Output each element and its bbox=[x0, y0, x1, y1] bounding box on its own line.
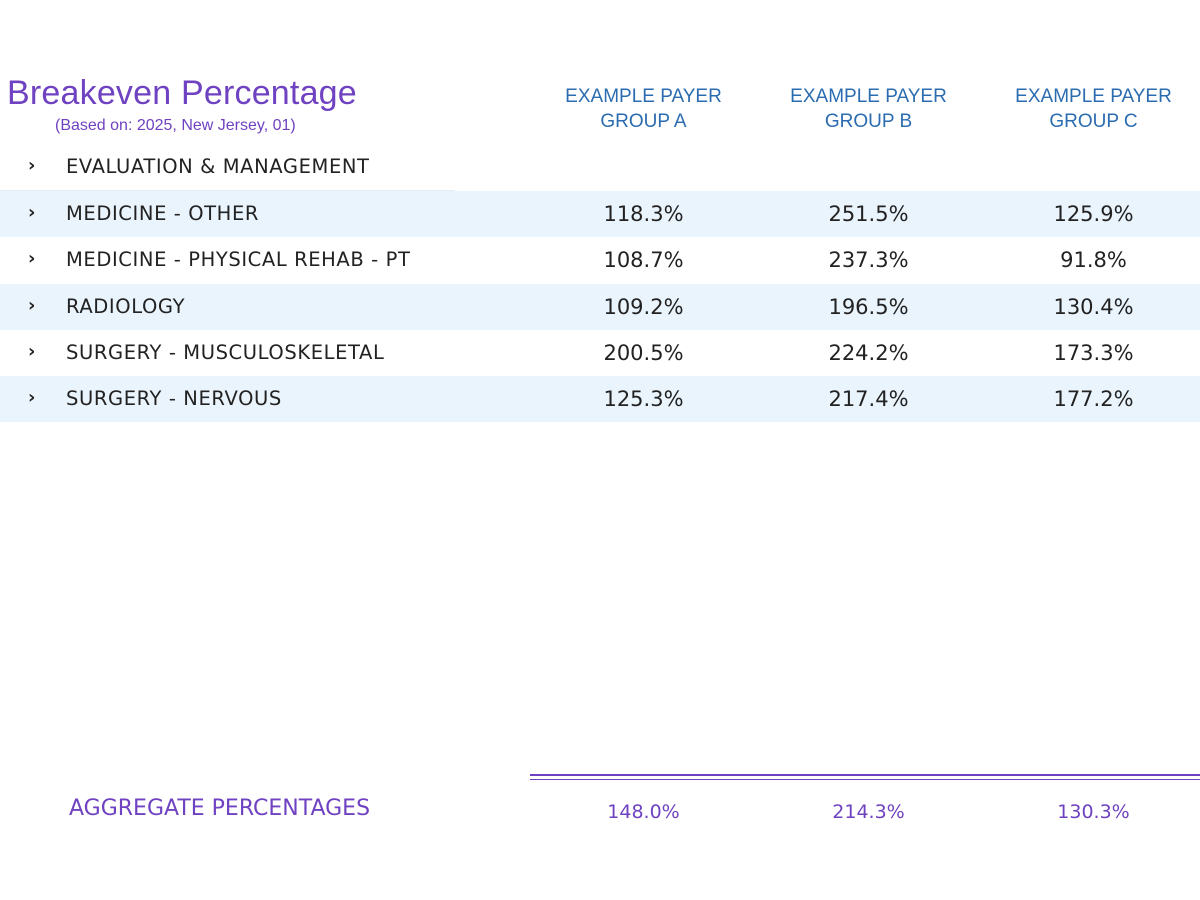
table-cell: 196.5% bbox=[828, 295, 909, 319]
table-cell: 108.7% bbox=[603, 248, 684, 272]
table-cell: 217.4% bbox=[828, 387, 909, 411]
aggregate-value: 214.3% bbox=[832, 801, 905, 823]
column-header-line: GROUP A bbox=[600, 111, 687, 132]
column-header-line: GROUP C bbox=[1049, 111, 1138, 132]
row-label: RADIOLOGY bbox=[66, 295, 186, 318]
table-cell: 173.3% bbox=[1053, 341, 1134, 365]
table-row[interactable]: › MEDICINE - OTHER 118.3% 251.5% 125.9% bbox=[0, 191, 1200, 237]
row-label: MEDICINE - OTHER bbox=[66, 202, 260, 225]
aggregate-divider bbox=[530, 774, 1200, 776]
table-row[interactable]: › RADIOLOGY 109.2% 196.5% 130.4% bbox=[0, 284, 1200, 330]
page-title: Breakeven Percentage bbox=[7, 74, 357, 112]
table-row[interactable]: › SURGERY - NERVOUS 125.3% 217.4% 177.2% bbox=[0, 376, 1200, 422]
column-header-line: EXAMPLE PAYER bbox=[790, 86, 947, 107]
table-cell: 118.3% bbox=[603, 202, 684, 226]
column-header-line: EXAMPLE PAYER bbox=[565, 86, 722, 107]
table-cell: 125.9% bbox=[1053, 202, 1134, 226]
row-label: EVALUATION & MANAGEMENT bbox=[66, 155, 370, 178]
aggregate-value: 148.0% bbox=[607, 801, 680, 823]
table-cell: 91.8% bbox=[1060, 248, 1127, 272]
chevron-right-icon[interactable]: › bbox=[28, 341, 36, 362]
table-row[interactable]: › SURGERY - MUSCULOSKELETAL 200.5% 224.2… bbox=[0, 330, 1200, 376]
chevron-right-icon[interactable]: › bbox=[28, 202, 36, 223]
table-cell: 237.3% bbox=[828, 248, 909, 272]
table-cell: 125.3% bbox=[603, 387, 684, 411]
column-header-group-b: EXAMPLE PAYER GROUP B bbox=[756, 84, 981, 134]
aggregate-divider bbox=[530, 779, 1200, 780]
chevron-right-icon[interactable]: › bbox=[28, 295, 36, 316]
table-row[interactable]: › EVALUATION & MANAGEMENT bbox=[0, 144, 455, 191]
table-cell: 224.2% bbox=[828, 341, 909, 365]
chevron-right-icon[interactable]: › bbox=[28, 387, 36, 408]
row-label: MEDICINE - PHYSICAL REHAB - PT bbox=[66, 248, 411, 271]
table-cell: 251.5% bbox=[828, 202, 909, 226]
table-row[interactable]: › MEDICINE - PHYSICAL REHAB - PT 108.7% … bbox=[0, 237, 1200, 283]
table-cell: 200.5% bbox=[603, 341, 684, 365]
page-subtitle: (Based on: 2025, New Jersey, 01) bbox=[55, 117, 296, 134]
chevron-right-icon[interactable]: › bbox=[28, 248, 36, 269]
row-label: SURGERY - MUSCULOSKELETAL bbox=[66, 341, 385, 364]
aggregate-label: AGGREGATE PERCENTAGES bbox=[69, 796, 371, 821]
column-header-line: GROUP B bbox=[824, 111, 913, 132]
aggregate-value: 130.3% bbox=[1057, 801, 1130, 823]
table-cell: 130.4% bbox=[1053, 295, 1134, 319]
column-header-line: EXAMPLE PAYER bbox=[1015, 86, 1172, 107]
table-cell: 177.2% bbox=[1053, 387, 1134, 411]
column-header-group-c: EXAMPLE PAYER GROUP C bbox=[981, 84, 1200, 134]
column-header-group-a: EXAMPLE PAYER GROUP A bbox=[531, 84, 756, 134]
chevron-right-icon[interactable]: › bbox=[28, 155, 36, 176]
row-label: SURGERY - NERVOUS bbox=[66, 387, 282, 410]
table-cell: 109.2% bbox=[603, 295, 684, 319]
